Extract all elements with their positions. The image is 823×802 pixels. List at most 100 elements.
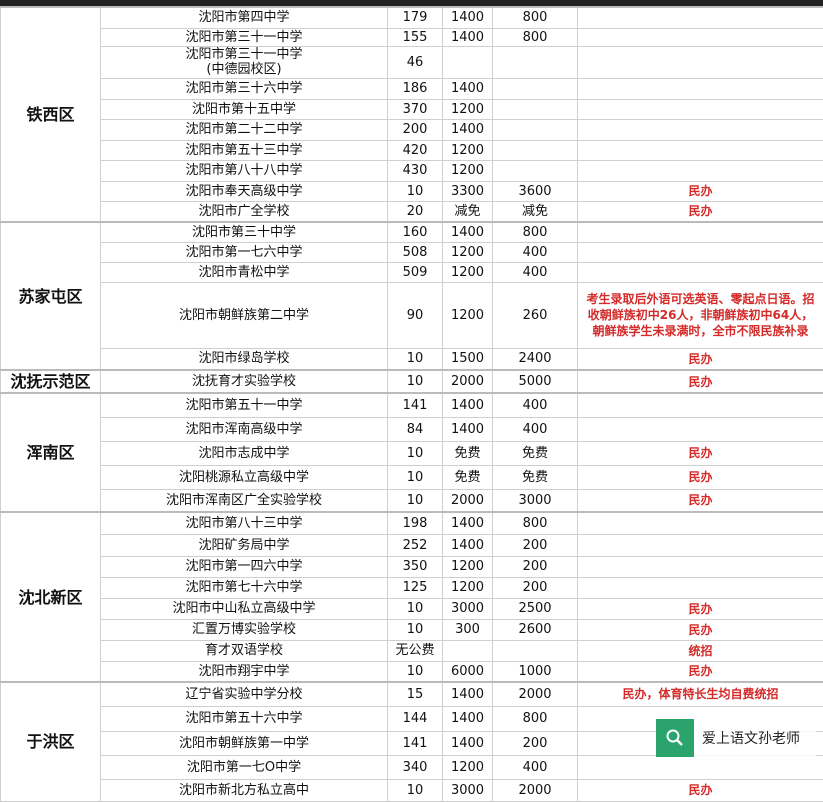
school-name-cell: 沈阳市第七十六中学 [101,577,388,598]
school-name-cell: 沈阳桃源私立高级中学 [101,465,388,489]
school-name-cell: 汇置万博实验学校 [101,619,388,640]
note-cell [578,99,823,119]
tuition-cell: 1400 [443,417,493,441]
tuition-cell: 1200 [443,755,493,779]
school-name-cell: 沈阳市广全学校 [101,201,388,222]
accommodation-cell: 200 [493,556,578,577]
note-cell [578,755,823,779]
accommodation-cell: 3000 [493,489,578,512]
tuition-cell: 1400 [443,78,493,99]
tuition-cell: 1400 [443,706,493,731]
school-name-cell: 沈阳市第十五中学 [101,99,388,119]
note-cell [578,78,823,99]
search-icon [656,719,694,757]
note-cell: 民办 [578,661,823,682]
accommodation-cell [493,99,578,119]
district-cell: 沈抚示范区 [1,370,101,393]
tuition-cell: 1400 [443,534,493,556]
school-name-cell: 沈阳市中山私立高级中学 [101,598,388,619]
school-name-cell: 育才双语学校 [101,640,388,661]
quota-cell: 340 [388,755,443,779]
note-cell [578,262,823,282]
accommodation-cell: 800 [493,512,578,534]
note-cell: 民办 [578,779,823,801]
note-cell: 民办 [578,181,823,201]
accommodation-cell [493,140,578,160]
watermark: 爱上语文孙老师 [656,719,816,757]
tuition-cell: 1400 [443,393,493,417]
quota-cell: 252 [388,534,443,556]
quota-cell: 15 [388,682,443,706]
tuition-cell: 3000 [443,779,493,801]
accommodation-cell: 2000 [493,682,578,706]
district-cell: 沈北新区 [1,512,101,682]
school-name-cell: 沈阳市青松中学 [101,262,388,282]
note-cell [578,222,823,242]
quota-cell: 84 [388,417,443,441]
quota-cell: 186 [388,78,443,99]
quota-cell: 350 [388,556,443,577]
quota-cell: 10 [388,661,443,682]
school-name-cell: 辽宁省实验中学分校 [101,682,388,706]
note-cell [578,417,823,441]
tuition-cell: 1200 [443,140,493,160]
accommodation-cell: 2600 [493,619,578,640]
quota-cell: 141 [388,393,443,417]
school-name-cell: 沈阳市志成中学 [101,441,388,465]
note-cell [578,534,823,556]
note-cell [578,119,823,140]
school-name-cell: 沈阳市第八十八中学 [101,160,388,181]
tuition-cell: 减免 [443,201,493,222]
note-cell: 民办 [578,370,823,393]
accommodation-cell: 3600 [493,181,578,201]
note-cell: 民办 [578,489,823,512]
quota-cell: 141 [388,731,443,755]
accommodation-cell: 2400 [493,348,578,370]
accommodation-cell: 400 [493,417,578,441]
quota-cell: 20 [388,201,443,222]
school-name-cell: 沈阳市第一七六中学 [101,242,388,262]
note-cell: 民办 [578,619,823,640]
note-cell [578,160,823,181]
note-cell [578,28,823,46]
tuition-cell: 1400 [443,119,493,140]
school-name-cell: 沈阳市翔宇中学 [101,661,388,682]
school-name-cell: 沈抚育才实验学校 [101,370,388,393]
note-cell [578,556,823,577]
tuition-cell: 1400 [443,7,493,28]
accommodation-cell [493,46,578,78]
note-cell [578,393,823,417]
accommodation-cell: 400 [493,242,578,262]
school-name-cell: 沈阳市第三十六中学 [101,78,388,99]
quota-cell: 10 [388,489,443,512]
tuition-cell: 300 [443,619,493,640]
school-name-cell: 沈阳市第三十一中学(中德园校区) [101,46,388,78]
tuition-cell: 3300 [443,181,493,201]
quota-cell: 10 [388,348,443,370]
accommodation-cell: 800 [493,706,578,731]
note-cell [578,512,823,534]
accommodation-cell: 免费 [493,441,578,465]
school-name-cell: 沈阳市绿岛学校 [101,348,388,370]
tuition-cell [443,46,493,78]
note-cell: 民办 [578,201,823,222]
tuition-cell [443,640,493,661]
